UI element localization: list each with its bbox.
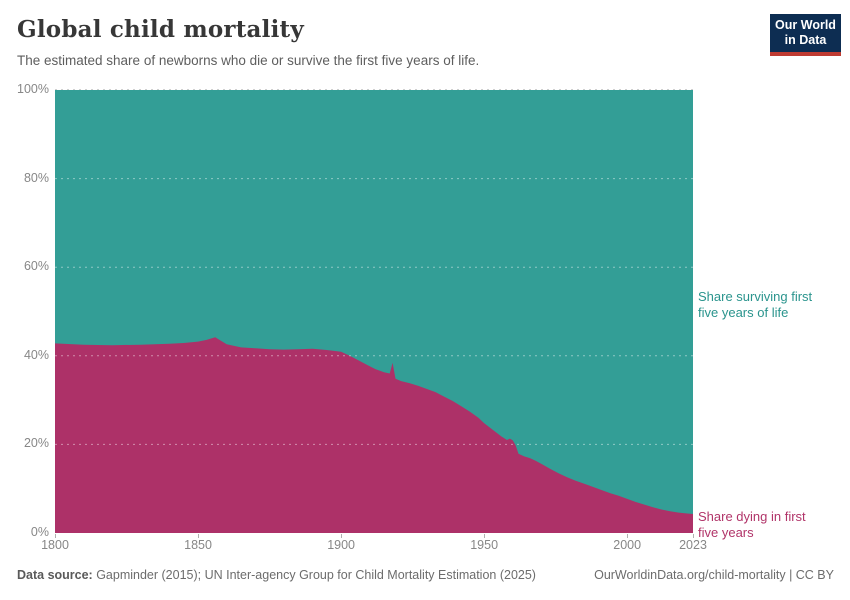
x-axis-tick-label: 1850 bbox=[184, 538, 212, 552]
x-axis-tick-mark bbox=[484, 534, 486, 538]
y-axis-tick-label: 60% bbox=[23, 259, 49, 274]
x-axis-tick-label: 1950 bbox=[470, 538, 499, 552]
y-axis-tick-label: 40% bbox=[23, 347, 49, 362]
x-axis-tick-mark bbox=[198, 534, 200, 538]
series-dying-area[interactable] bbox=[55, 337, 693, 533]
legend-label-dying-line2: five years bbox=[698, 525, 754, 541]
legend-label-surviving-line2: five years of life bbox=[698, 305, 789, 321]
y-axis-tick-label: 80% bbox=[23, 170, 49, 185]
y-axis-tick-label: 0% bbox=[30, 525, 49, 539]
x-axis-tick-label: 1900 bbox=[327, 538, 355, 552]
legend-label-surviving: Share surviving first five years of life bbox=[698, 289, 843, 322]
y-axis-tick-label: 20% bbox=[23, 436, 49, 451]
y-axis-tick-label: 100% bbox=[17, 82, 49, 96]
data-source-label: Data source: bbox=[17, 568, 93, 582]
chart-footer: Data source: Gapminder (2015); UN Inter-… bbox=[17, 568, 834, 582]
chart-subtitle: The estimated share of newborns who die … bbox=[17, 53, 480, 68]
x-axis-tick-mark bbox=[341, 534, 343, 538]
page-title: Global child mortality bbox=[17, 16, 304, 43]
owid-logo[interactable]: Our World in Data bbox=[770, 14, 841, 56]
x-axis-tick-mark bbox=[55, 534, 56, 538]
legend-label-dying: Share dying in first five years bbox=[698, 509, 843, 542]
legend-label-dying-line1: Share dying in first bbox=[698, 509, 806, 524]
x-axis-tick-label: 1800 bbox=[41, 538, 69, 552]
owid-citation-link[interactable]: OurWorldinData.org/child-mortality | CC … bbox=[594, 568, 834, 582]
data-source-text: Gapminder (2015); UN Inter-agency Group … bbox=[92, 568, 536, 582]
data-source-note: Data source: Gapminder (2015); UN Inter-… bbox=[17, 568, 536, 582]
legend-label-surviving-line1: Share surviving first bbox=[698, 289, 813, 304]
x-axis-tick-label: 2000 bbox=[613, 538, 642, 552]
x-axis-tick-mark bbox=[693, 534, 694, 538]
x-axis-tick-mark bbox=[627, 534, 629, 538]
owid-logo-line1: Our World bbox=[775, 18, 836, 32]
x-axis-tick-label: 2023 bbox=[679, 538, 707, 552]
stacked-area-chart[interactable] bbox=[55, 89, 693, 533]
owid-logo-line2: in Data bbox=[784, 33, 827, 47]
